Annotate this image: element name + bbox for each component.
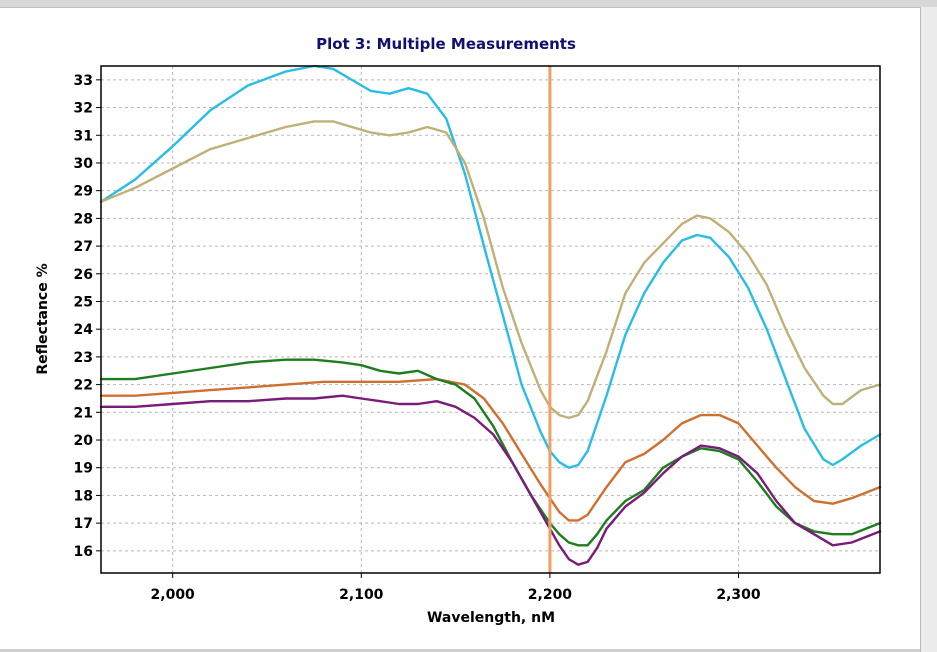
x-tick-label: 2,000 xyxy=(151,587,196,603)
y-tick-label: 23 xyxy=(74,350,93,366)
plot-area xyxy=(101,66,880,573)
window-right-scrollbar[interactable] xyxy=(920,7,937,652)
y-tick-label: 32 xyxy=(74,101,93,117)
y-tick-label: 18 xyxy=(74,488,93,504)
y-tick-label: 22 xyxy=(74,378,93,394)
y-tick-label: 30 xyxy=(74,156,94,172)
y-tick-label: 31 xyxy=(74,128,93,144)
reflectance-chart: Plot 3: Multiple Measurements 16 17 18 19 20… xyxy=(35,35,882,626)
series-line-2 xyxy=(99,120,882,420)
window-top-border xyxy=(0,0,937,8)
y-tick-label: 17 xyxy=(74,516,93,532)
y-tick-label: 29 xyxy=(74,184,93,200)
y-axis-label: Reflectance % xyxy=(35,263,51,374)
chart-title: Plot 3: Multiple Measurements xyxy=(316,35,576,53)
y-tick-label: 19 xyxy=(74,461,93,477)
y-tick-label: 28 xyxy=(74,211,93,227)
x-tick-label: 2,200 xyxy=(528,587,573,603)
x-axis-label: Wavelength, nM xyxy=(427,610,555,626)
x-tick-label: 2,100 xyxy=(339,587,384,603)
series-line-3 xyxy=(99,377,882,522)
y-tick-label: 20 xyxy=(74,433,94,449)
series-line-4 xyxy=(99,358,882,547)
y-tick-label: 24 xyxy=(74,322,94,338)
x-axis-ticks: 2,000 2,100 2,200 2,300 xyxy=(151,573,761,603)
y-axis-ticks: 16 17 18 19 20 21 22 23 24 25 26 27 28 29 30 31 32 33 xyxy=(74,73,101,560)
series-line-1 xyxy=(99,64,882,469)
y-tick-label: 27 xyxy=(74,239,93,255)
window-bottom-border xyxy=(0,649,920,652)
y-tick-label: 33 xyxy=(74,73,93,89)
y-tick-label: 26 xyxy=(74,267,93,283)
y-tick-label: 21 xyxy=(74,405,93,421)
y-tick-label: 25 xyxy=(74,294,93,310)
plot-frame xyxy=(100,65,881,574)
series-lines xyxy=(99,64,882,566)
y-tick-label: 16 xyxy=(74,544,93,560)
series-line-5 xyxy=(99,394,882,566)
x-tick-label: 2,300 xyxy=(716,587,761,603)
